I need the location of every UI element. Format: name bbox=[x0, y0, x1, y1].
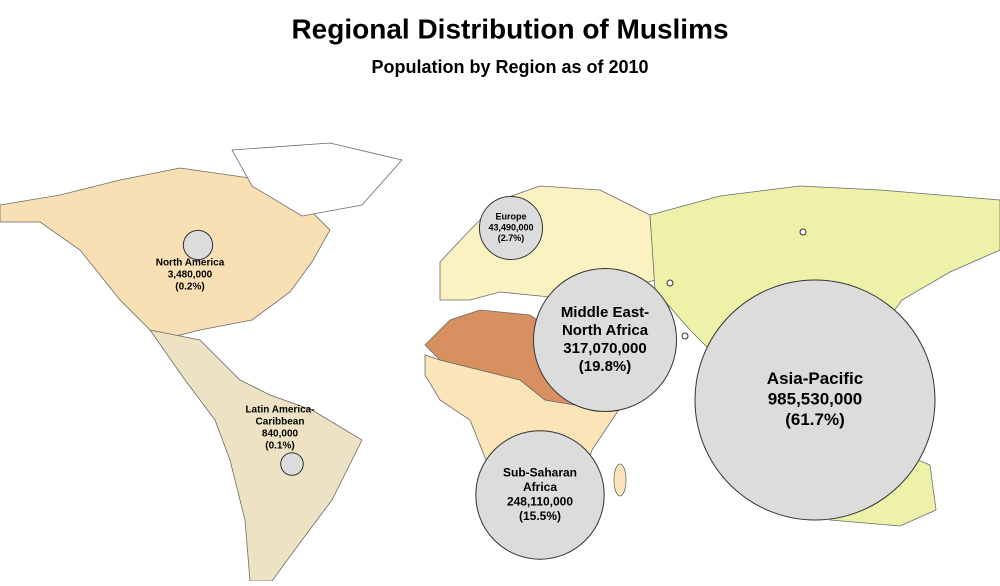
marker bbox=[799, 228, 807, 236]
region-name: North Africa bbox=[562, 322, 649, 339]
greenland bbox=[231, 142, 403, 217]
subtitle: Population by Region as of 2010 bbox=[371, 57, 648, 77]
bubble bbox=[475, 430, 605, 560]
bubble bbox=[280, 452, 304, 476]
region-name: Latin America- bbox=[245, 405, 314, 416]
region-value: (15.5%) bbox=[519, 509, 561, 523]
region-value: 985,530,000 bbox=[768, 389, 863, 408]
region-value: (2.7%) bbox=[498, 233, 525, 243]
region-name: Asia-Pacific bbox=[767, 369, 863, 388]
region-value: (61.7%) bbox=[785, 410, 845, 429]
region-value: 43,490,000 bbox=[488, 222, 533, 232]
region-value: (0.1%) bbox=[265, 441, 294, 452]
region-value: 317,070,000 bbox=[563, 340, 646, 357]
region-name: Sub-Saharan bbox=[503, 466, 577, 480]
marker bbox=[666, 279, 674, 287]
bubble bbox=[478, 195, 544, 261]
bubble bbox=[182, 229, 214, 261]
bubble bbox=[532, 267, 678, 413]
title: Regional Distribution of Muslims bbox=[291, 13, 728, 44]
north-america bbox=[0, 167, 331, 341]
bubble bbox=[694, 279, 936, 521]
region-value: 840,000 bbox=[262, 429, 299, 440]
region-value: (0.2%) bbox=[175, 282, 204, 293]
region-value: 248,110,000 bbox=[507, 494, 573, 508]
madagascar bbox=[613, 463, 627, 497]
region-value: (19.8%) bbox=[579, 358, 632, 375]
region-name: Europe bbox=[495, 212, 526, 222]
region-name: Africa bbox=[523, 480, 557, 494]
region-value: 3,480,000 bbox=[168, 270, 213, 281]
latin-america bbox=[149, 329, 363, 582]
region-name: Middle East- bbox=[561, 304, 649, 321]
marker bbox=[681, 332, 689, 340]
region-name: Caribbean bbox=[256, 417, 305, 428]
region-name: North America bbox=[156, 258, 225, 269]
